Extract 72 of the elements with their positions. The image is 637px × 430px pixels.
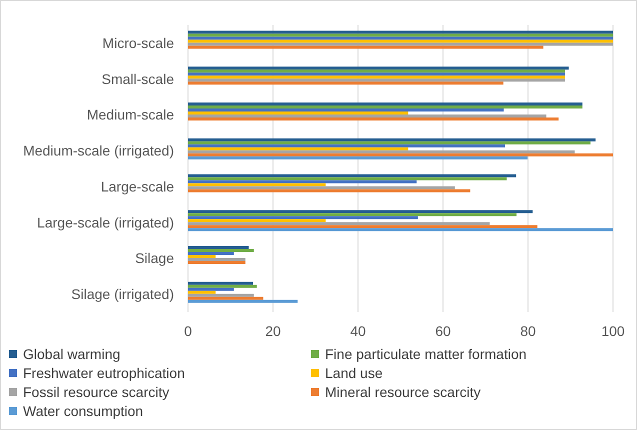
x-tick-label: 20 [265, 322, 281, 339]
bar [188, 189, 470, 192]
bar [188, 210, 533, 214]
bar [188, 36, 613, 40]
y-tick-label: Large-scale [100, 178, 174, 194]
bar [188, 180, 417, 184]
bar [188, 147, 408, 150]
bar [188, 300, 298, 303]
x-tick-label: 40 [350, 322, 366, 339]
bar [188, 213, 517, 216]
x-tick-label: 80 [520, 322, 536, 339]
y-tick-label: Medium-scale (irrigated) [23, 142, 174, 159]
bar [188, 40, 613, 43]
bar [188, 42, 613, 46]
bar [188, 66, 569, 70]
y-tick-label: Large-scale (irrigated) [37, 214, 174, 230]
bar [188, 246, 249, 249]
bar [188, 76, 565, 79]
bar [188, 138, 596, 142]
y-tick-label: Silage (irrigated) [71, 286, 174, 302]
legend-label: Mineral resource scarcity [325, 384, 481, 400]
bar [188, 78, 565, 82]
bar [188, 260, 246, 264]
bar [188, 219, 326, 222]
bar [188, 290, 216, 294]
bar [188, 183, 326, 186]
y-tick-label: Silage [135, 250, 174, 266]
bar [188, 228, 613, 232]
legend-label: Land use [325, 365, 383, 381]
bar [188, 284, 257, 288]
bar [188, 282, 254, 285]
bar [188, 225, 538, 228]
bar [188, 105, 582, 108]
bar [188, 174, 516, 178]
bar [188, 114, 546, 118]
bar [188, 144, 506, 148]
legend-label: Global warming [23, 346, 120, 362]
bar [188, 296, 264, 300]
bar [188, 102, 582, 106]
bar [188, 156, 528, 160]
bar [188, 248, 254, 252]
legend-label: Freshwater eutrophication [23, 365, 185, 381]
bar [188, 150, 575, 154]
bar [188, 288, 234, 291]
x-tick-label: 100 [601, 322, 625, 339]
bar [188, 216, 418, 220]
bar [188, 252, 234, 255]
bar [188, 186, 455, 190]
bar [188, 222, 490, 226]
bar [188, 46, 544, 49]
bar [188, 153, 613, 156]
x-tick-label: 60 [435, 322, 451, 339]
y-tick-label: Micro-scale [102, 34, 174, 51]
bar [188, 177, 507, 180]
y-tick-label: Small-scale [102, 70, 174, 87]
bar [188, 258, 246, 261]
bar [188, 34, 613, 37]
bar [188, 117, 559, 120]
bar [188, 294, 254, 297]
bar [188, 108, 504, 112]
bar [188, 254, 216, 258]
y-tick-label: Medium-scale [86, 106, 174, 123]
bar [188, 70, 565, 73]
bar [188, 72, 565, 76]
bar [188, 82, 504, 85]
bar [188, 141, 590, 144]
bar [188, 30, 613, 34]
bar [188, 111, 408, 114]
legend-label: Water consumption [23, 403, 144, 419]
legend-label: Fossil resource scarcity [23, 384, 170, 400]
legend-label: Fine particulate matter formation [325, 346, 527, 362]
x-tick-label: 0 [184, 322, 192, 339]
